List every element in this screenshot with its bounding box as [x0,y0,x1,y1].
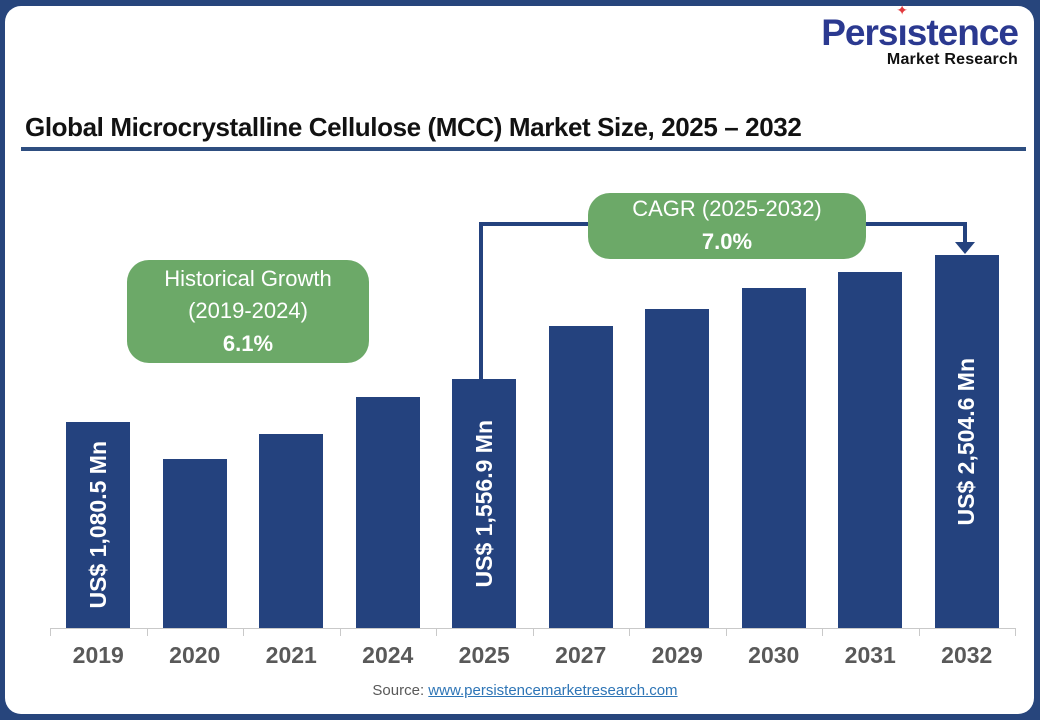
x-axis-tick [532,628,534,636]
x-axis-tick [243,628,244,636]
x-axis-label-2030: 2030 [748,642,800,668]
historical-growth-value: 6.1% [222,330,274,356]
source-link[interactable]: www.persistencemarketresearch.com [428,682,678,699]
x-axis-label-2027: 2027 [555,642,607,668]
x-axis-label-2019: 2019 [72,642,124,668]
x-axis-label-2029: 2029 [651,642,703,668]
connector-line-left [479,222,594,226]
connector-line-to-2032 [963,222,967,244]
historical-growth-line2: (2019-2024) [188,298,308,324]
cagr-callout: CAGR (2025-2032) 7.0% [588,193,866,259]
bar-value-label-2019: US$ 1,080.5 Mn [84,441,111,609]
connector-line-from-2025 [479,224,483,380]
x-axis-tick [339,628,341,636]
brand-name: Pers ✦ ıstence [821,2,1019,53]
x-axis-label-2032: 2032 [941,642,993,668]
x-axis-label-2025: 2025 [458,642,510,668]
bar-2024 [355,397,420,628]
bar-value-label-2025: US$ 1,556.9 Mn [470,419,497,588]
bar-2031 [838,272,902,628]
bar-value-label-2032: US$ 2,504.6 Mn [953,357,979,526]
cagr-value: 7.0% [701,229,753,254]
chart-canvas: Pers ✦ ıstence Market Research Global Micr… [5,2,1034,714]
brand-logo: Pers ✦ ıstence Market Research [821,2,1019,68]
bar-2019: US$ 1,080.5 Mn [66,422,130,628]
bar-2020 [162,459,227,628]
x-axis-label-2031: 2031 [844,642,896,668]
x-axis-tick [146,628,148,636]
plot-area: US$ 1,080.5 Mn US$ 1,556.9 Mn US$ 2,504.6 … [50,248,1015,628]
source-row: Source: www.persistencemarketresearch.co… [5,682,1040,699]
bar-2032: US$ 2,504.6 Mn [934,255,999,628]
x-axis-tick [1015,628,1016,636]
page-title: Global Microcrystalline Cellulose (MCC) … [25,112,802,142]
cagr-line1: CAGR (2025-2032) [632,196,822,222]
bar-2030 [741,288,806,628]
arrow-down-icon [955,242,975,254]
logo-star-icon: ✦ [896,2,908,18]
x-axis-tick [725,628,727,636]
x-axis-tick [629,628,630,636]
x-axis-label-2024: 2024 [362,642,414,668]
bar-2029 [645,309,709,628]
x-axis-tick [436,628,437,636]
bar-2021 [259,434,323,628]
brand-subtitle: Market Research [886,51,1018,68]
x-axis-tick [822,628,823,636]
connector-line-right [860,222,967,226]
x-axis-tick [918,628,920,636]
title-underline [21,147,1026,151]
x-axis-label-2021: 2021 [265,642,317,668]
historical-growth-callout: Historical Growth (2019-2024) 6.1% [127,260,369,363]
historical-growth-line1: Historical Growth [164,265,332,291]
source-label: Source: [372,682,425,699]
x-axis-label-2020: 2020 [169,642,221,668]
bar-2027 [548,326,613,628]
bar-2025: US$ 1,556.9 Mn [452,379,516,628]
x-axis-tick [50,628,51,636]
